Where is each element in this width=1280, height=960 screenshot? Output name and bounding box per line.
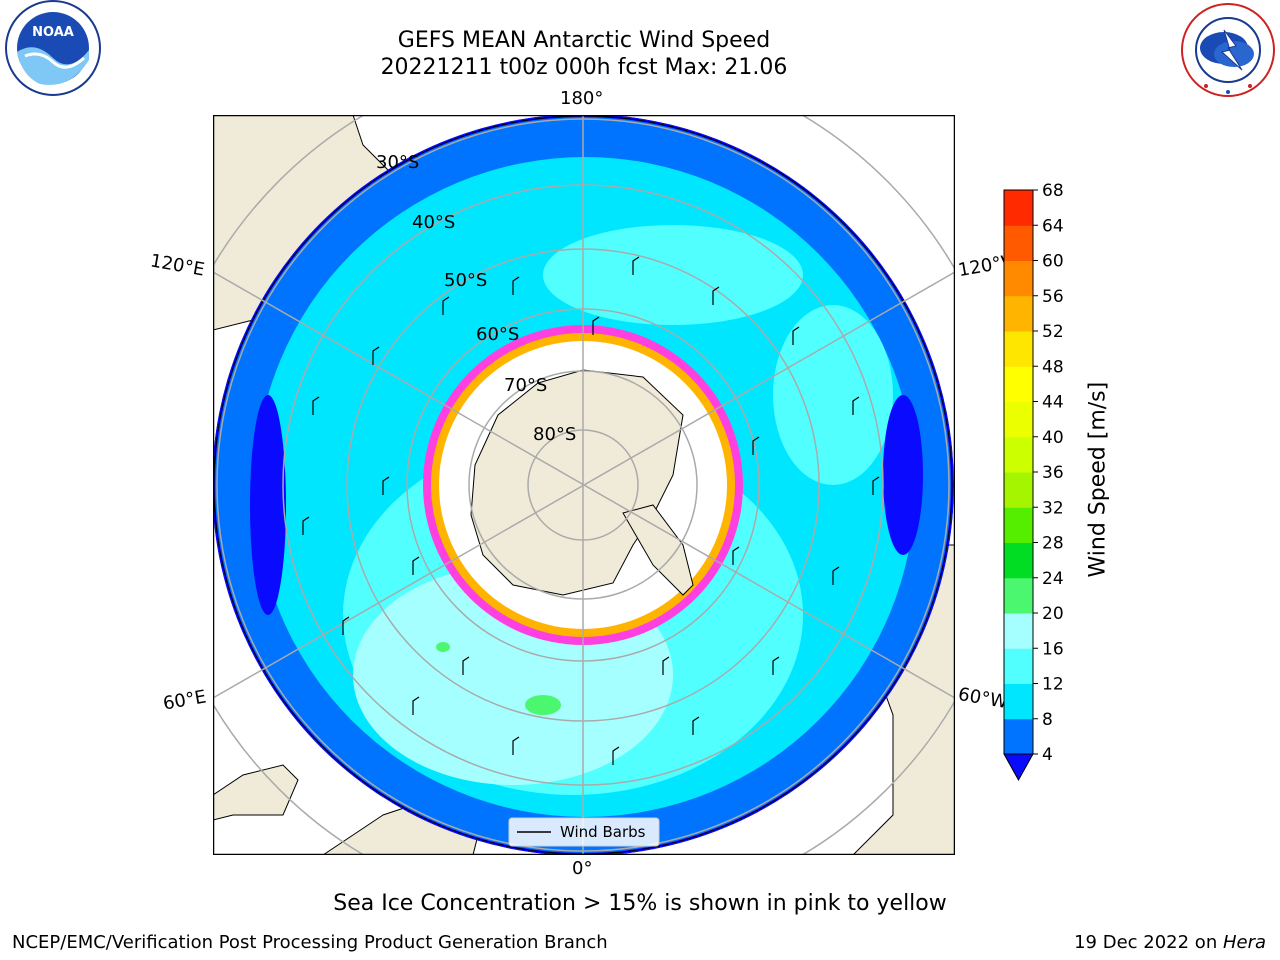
colorbar-swatch (1004, 295, 1033, 332)
lat-label-70s: 70°S (504, 375, 548, 396)
colorbar-tick-label: 20 (1042, 604, 1064, 624)
lat-label-80s: 80°S (533, 424, 577, 445)
colorbar-tick-label: 36 (1042, 463, 1064, 483)
colorbar-tick-label: 56 (1042, 287, 1064, 307)
colorbar-swatch (1004, 260, 1033, 297)
noaa-logo-text: NOAA (32, 25, 74, 40)
map-panel: Wind Barbs (212, 114, 956, 859)
colorbar-swatch (1004, 331, 1033, 367)
colorbar-swatch (1004, 577, 1033, 614)
colorbar-swatch (1004, 366, 1033, 402)
lon-label-0: 0° (572, 858, 593, 879)
colorbar-tick-label: 48 (1042, 357, 1064, 377)
footer-date: 19 Dec 2022 on Hera (1074, 932, 1266, 953)
colorbar-swatch (1004, 190, 1033, 226)
lon-label-60e: 60°E (161, 686, 208, 715)
colorbar-swatch (1004, 472, 1033, 508)
chart-title: GEFS MEAN Antarctic Wind Speed (397, 28, 771, 53)
colorbar-tick-label: 68 (1042, 181, 1064, 201)
colorbar-label-wrap: Wind Speed [m/s] (1083, 382, 1113, 578)
colorbar-tick-label: 44 (1042, 393, 1064, 413)
colorbar-tick-label: 60 (1042, 252, 1064, 272)
colorbar: 4 8 12 16 20 24 28 32 36 40 44 48 52 56 60 64 68 (980, 180, 1130, 794)
colorbar-swatch (1004, 507, 1033, 543)
lat-label-60s: 60°S (476, 324, 520, 345)
footer-host: Hera (1222, 932, 1266, 953)
colorbar-swatch (1004, 401, 1033, 438)
map-legend (508, 817, 660, 847)
colorbar-swatch (1004, 683, 1033, 720)
colorbar-tick-label: 52 (1042, 322, 1064, 342)
wind-barbs (302, 256, 880, 765)
colorbar-label: Wind Speed [m/s] (1085, 381, 1111, 578)
lat-label-40s: 40°S (412, 212, 456, 233)
sea-ice-caption: Sea Ice Concentration > 15% is shown in … (333, 891, 947, 916)
lon-label-180: 180° (560, 88, 604, 109)
colorbar-swatch (1004, 648, 1033, 684)
graticule (213, 115, 955, 855)
colorbar-tick-label: 12 (1042, 675, 1064, 695)
nws-logo (1176, 0, 1280, 104)
chart-subtitle: 20221211 t00z 000h fcst Max: 21.06 (380, 55, 788, 80)
colorbar-tick-label: 24 (1042, 569, 1064, 589)
colorbar-extend-arrow (1003, 753, 1034, 782)
footer-date-text: 19 Dec 2022 on (1074, 932, 1223, 953)
colorbar-tick-label: 8 (1042, 710, 1053, 730)
colorbar-tick-label: 16 (1042, 639, 1064, 659)
legend-label: Wind Barbs (560, 823, 646, 841)
colorbar-swatch (1004, 225, 1033, 261)
colorbar-tick-label: 4 (1042, 745, 1053, 765)
lat-label-50s: 50°S (444, 270, 488, 291)
colorbar-tick-label: 64 (1042, 216, 1064, 236)
lon-label-120e: 120°E (148, 250, 207, 281)
colorbar-swatch (1004, 718, 1033, 755)
colorbar-swatch (1004, 436, 1033, 473)
colorbar-tick-label: 32 (1042, 498, 1064, 518)
colorbar-swatch (1004, 542, 1033, 579)
footer-credit: NCEP/EMC/Verification Post Processing Pr… (12, 932, 608, 953)
noaa-logo: NOAA (0, 0, 108, 104)
colorbar-swatch (1004, 613, 1033, 649)
colorbar-tick-label: 40 (1042, 428, 1064, 448)
lat-label-30s: 30°S (376, 152, 420, 173)
colorbar-tick-label: 28 (1042, 534, 1064, 554)
